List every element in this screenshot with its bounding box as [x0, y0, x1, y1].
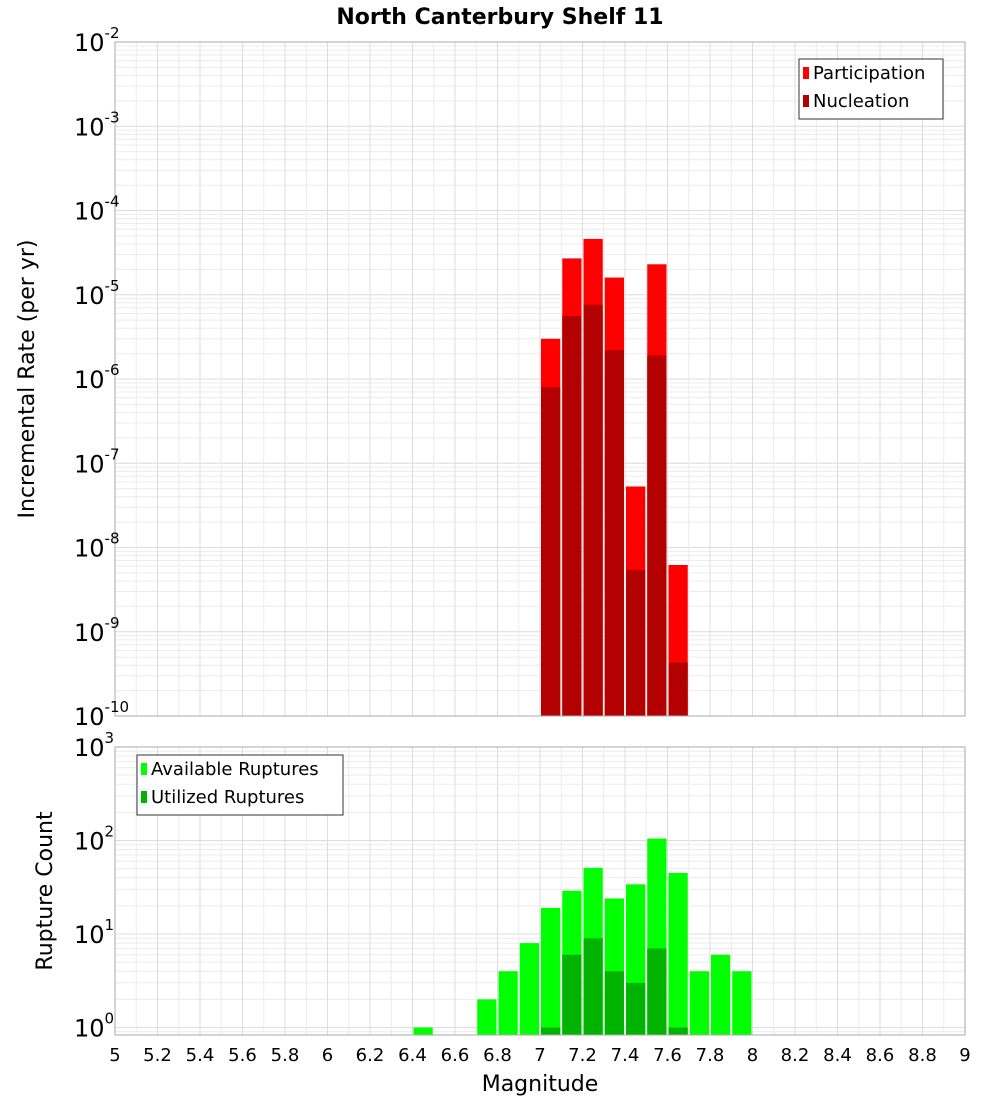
- y-tick-label: 10-2: [74, 24, 120, 57]
- bar-utilized-ruptures: [647, 948, 667, 1035]
- legend-swatch: [803, 95, 809, 107]
- y-axis-label: Rupture Count: [33, 811, 58, 971]
- x-axis: 5 5.2 5.4 5.6 5.8 6 6.2 6.4 6.6 6.8 7 7.2 7.4 7.6 7.8 8…: [109, 1045, 970, 1066]
- legend-label: Utilized Ruptures: [151, 787, 304, 808]
- y-axis-label: Incremental Rate (per yr): [15, 240, 40, 519]
- y-tick-label: 10-9: [74, 614, 120, 647]
- plot-border: [114, 41, 966, 717]
- bar-nucleation: [541, 387, 561, 716]
- x-tick-label: 7.2: [568, 1045, 597, 1066]
- bar-available-ruptures: [519, 943, 539, 1035]
- bar-nucleation: [562, 315, 582, 716]
- bar-utilized-ruptures: [626, 982, 646, 1035]
- legend-swatch: [803, 67, 809, 79]
- x-tick-label: 6: [322, 1045, 333, 1066]
- plot-border: [114, 746, 966, 1036]
- legend: Available Ruptures Utilized Ruptures: [136, 754, 344, 816]
- bar-available-ruptures: [689, 971, 709, 1035]
- count-panel: 103 102 101 100 Rupture Count Available Ruptu…: [33, 729, 966, 1043]
- legend-swatch: [141, 791, 147, 803]
- bar-available-ruptures: [668, 872, 688, 1035]
- y-tick-label: 102: [74, 823, 114, 856]
- x-tick-label: 9: [959, 1045, 970, 1066]
- legend-swatch: [141, 763, 147, 775]
- legend-label: Participation: [813, 63, 925, 84]
- x-tick-label: 6.4: [398, 1045, 427, 1066]
- y-tick-label: 10-8: [74, 530, 120, 563]
- x-tick-label: 7.6: [653, 1045, 682, 1066]
- legend-box: [136, 754, 344, 816]
- chart-title: North Canterbury Shelf 11: [336, 5, 663, 30]
- y-tick-label: 10-10: [74, 698, 129, 731]
- y-tick-label: 10-6: [74, 361, 120, 394]
- bar-utilized-ruptures: [604, 971, 624, 1035]
- y-tick-label: 10-7: [74, 445, 120, 478]
- bar-utilized-ruptures: [668, 1027, 688, 1035]
- y-tick-label: 101: [74, 916, 114, 949]
- bar-available-ruptures: [477, 999, 497, 1035]
- x-tick-label: 5.2: [143, 1045, 172, 1066]
- legend: Participation Nucleation: [798, 58, 944, 120]
- x-tick-label: 6.2: [356, 1045, 385, 1066]
- x-tick-label: 7.8: [696, 1045, 725, 1066]
- bar-available-ruptures: [711, 954, 731, 1035]
- x-tick-label: 5.8: [271, 1045, 300, 1066]
- bar-nucleation: [604, 350, 624, 716]
- x-tick-label: 8: [747, 1045, 758, 1066]
- x-tick-label: 6.8: [483, 1045, 512, 1066]
- bar-utilized-ruptures: [562, 954, 582, 1035]
- y-tick-label: 10-3: [74, 108, 120, 141]
- bar-utilized-ruptures: [541, 1027, 561, 1035]
- bar-nucleation: [647, 355, 667, 716]
- x-tick-label: 8.6: [866, 1045, 895, 1066]
- x-tick-label: 5.4: [186, 1045, 215, 1066]
- x-tick-label: 8.8: [908, 1045, 937, 1066]
- y-tick-label: 103: [74, 729, 114, 762]
- legend-label: Available Ruptures: [151, 759, 319, 780]
- rate-panel: 10-2 10-3 10-4 10-5 10-6 10-7 10-8 10-9 10-10 Inc…: [15, 24, 966, 731]
- x-tick-label: 7.4: [611, 1045, 640, 1066]
- legend-box: [798, 58, 944, 120]
- x-tick-label: 8.4: [823, 1045, 852, 1066]
- x-tick-label: 7: [534, 1045, 545, 1066]
- y-tick-label: 10-4: [74, 193, 120, 226]
- bar-available-ruptures: [498, 971, 518, 1035]
- x-tick-label: 5: [109, 1045, 120, 1066]
- bar-nucleation: [626, 570, 646, 716]
- bar-available-ruptures: [413, 1027, 433, 1035]
- bar-nucleation: [668, 662, 688, 716]
- y-tick-label: 10-5: [74, 277, 120, 310]
- legend-label: Nucleation: [813, 91, 909, 112]
- bar-available-ruptures: [732, 971, 752, 1035]
- bar-nucleation: [583, 304, 603, 716]
- x-axis-label: Magnitude: [482, 1072, 599, 1097]
- bar-available-ruptures: [541, 907, 561, 1035]
- x-tick-label: 5.6: [228, 1045, 257, 1066]
- x-tick-label: 8.2: [781, 1045, 810, 1066]
- y-tick-label: 100: [74, 1010, 114, 1043]
- x-tick-label: 6.6: [441, 1045, 470, 1066]
- bar-utilized-ruptures: [583, 938, 603, 1035]
